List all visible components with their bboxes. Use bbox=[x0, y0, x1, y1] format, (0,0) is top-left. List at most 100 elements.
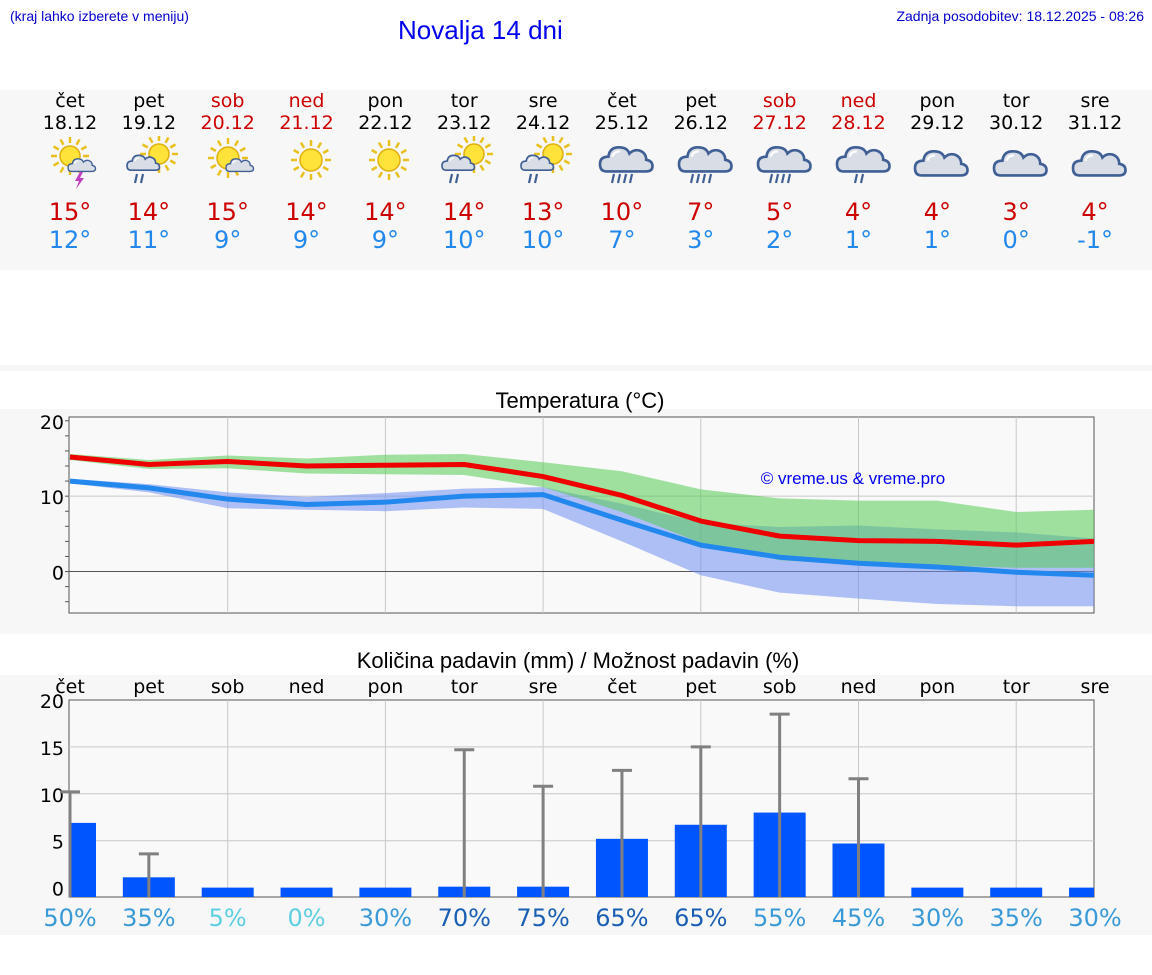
day-date: 23.12 bbox=[437, 112, 492, 134]
category-label: ned bbox=[289, 676, 325, 698]
precip-probability: 75% bbox=[516, 904, 569, 932]
precip-plot-area bbox=[68, 699, 1095, 898]
temp-min: 0° bbox=[1002, 226, 1030, 254]
watermark: © vreme.us & vreme.pro bbox=[761, 469, 945, 488]
y-tick-label: 10 bbox=[40, 487, 64, 509]
day-name: pet bbox=[133, 90, 165, 112]
category-label: pon bbox=[368, 676, 404, 698]
day-name: sob bbox=[210, 90, 245, 112]
y-tick-label: 10 bbox=[40, 785, 64, 807]
precip-bar bbox=[359, 887, 412, 897]
day-date: 21.12 bbox=[279, 112, 334, 134]
temp-min: 10° bbox=[521, 226, 565, 254]
day-date: 24.12 bbox=[515, 112, 571, 134]
temp-min: 9° bbox=[292, 226, 321, 254]
y-tick-label: 0 bbox=[52, 879, 64, 901]
y-tick-label: 15 bbox=[40, 738, 64, 760]
precip-bar bbox=[201, 887, 254, 897]
temp-max: 14° bbox=[442, 198, 486, 226]
day-date: 29.12 bbox=[910, 112, 965, 134]
day-name: ned bbox=[288, 90, 325, 112]
day-date: 22.12 bbox=[358, 112, 413, 134]
temp-min: 9° bbox=[371, 226, 400, 254]
precip-probability: 65% bbox=[595, 904, 648, 932]
category-label: čet bbox=[607, 676, 637, 698]
day-name: sob bbox=[762, 90, 797, 112]
category-label: sob bbox=[211, 676, 245, 698]
category-label: pon bbox=[919, 676, 955, 698]
precip-probability: 35% bbox=[122, 904, 175, 932]
day-date: 28.12 bbox=[831, 112, 886, 134]
precip-probability: 50% bbox=[43, 904, 96, 932]
precip-bar bbox=[911, 887, 964, 897]
max-temp-line bbox=[69, 454, 1095, 548]
day-date: 27.12 bbox=[752, 112, 807, 134]
day-name: tor bbox=[1002, 90, 1030, 112]
temp-max: 4° bbox=[923, 198, 951, 226]
temp-max: 4° bbox=[844, 198, 873, 226]
day-date: 25.12 bbox=[594, 112, 650, 134]
sun-icon bbox=[361, 136, 417, 192]
temp-max: 15° bbox=[48, 198, 92, 226]
day-name: pet bbox=[685, 90, 717, 112]
day-date: 19.12 bbox=[121, 112, 177, 134]
temp-min: 2° bbox=[766, 226, 794, 254]
sun-cloud-thunder-icon bbox=[46, 136, 102, 192]
day-name: tor bbox=[450, 90, 478, 112]
precip-bar bbox=[990, 887, 1043, 897]
sun-cloud-rain-icon bbox=[125, 135, 181, 192]
cloud-heavy-rain-icon bbox=[677, 136, 733, 192]
category-label: pet bbox=[685, 676, 716, 698]
temp-max: 5° bbox=[766, 198, 794, 226]
day-name: sre bbox=[528, 90, 558, 112]
precip-probability: 35% bbox=[990, 904, 1043, 932]
temp-min: 10° bbox=[442, 226, 486, 254]
category-label: sre bbox=[529, 676, 558, 698]
precip-probability: 0% bbox=[288, 904, 326, 932]
temp-max: 3° bbox=[1002, 198, 1030, 226]
category-label: sre bbox=[1081, 676, 1110, 698]
y-tick-label: 5 bbox=[52, 832, 64, 854]
temp-min: 1° bbox=[844, 226, 873, 254]
day-name: pon bbox=[367, 90, 404, 112]
day-name: sre bbox=[1080, 90, 1110, 112]
temp-max: 7° bbox=[687, 198, 715, 226]
category-label: pet bbox=[133, 676, 164, 698]
category-label: tor bbox=[451, 676, 478, 698]
temp-max: 13° bbox=[521, 198, 565, 226]
temp-max: 4° bbox=[1081, 198, 1109, 226]
y-tick-label: 20 bbox=[40, 691, 64, 713]
page-title: Novalja 14 dni bbox=[398, 15, 563, 45]
temp-min: 3° bbox=[687, 226, 715, 254]
temp-min: 12° bbox=[48, 226, 92, 254]
cloud-heavy-rain-icon bbox=[598, 136, 654, 192]
temp-max: 14° bbox=[127, 198, 171, 226]
day-date: 26.12 bbox=[673, 112, 728, 134]
day-name: čet bbox=[607, 90, 637, 112]
precip-title: Količina padavin (mm) / Možnost padavin … bbox=[357, 648, 800, 673]
min-temp-range bbox=[70, 478, 1094, 607]
temp-min: 7° bbox=[608, 226, 636, 254]
precip-probability: 30% bbox=[911, 904, 964, 932]
day-date: 18.12 bbox=[42, 112, 98, 134]
category-label: tor bbox=[1003, 676, 1030, 698]
cloud-icon bbox=[992, 136, 1048, 192]
separator bbox=[0, 365, 1152, 371]
sun-small-cloud-icon bbox=[204, 136, 260, 192]
precip-probability: 70% bbox=[438, 904, 491, 932]
cloud-rain-icon bbox=[835, 136, 891, 192]
precip-bar bbox=[1069, 887, 1094, 897]
precip-probability: 45% bbox=[832, 904, 885, 932]
last-update: Zadnja posodobitev: 18.12.2025 - 08:26 bbox=[896, 8, 1144, 24]
category-label: sob bbox=[763, 676, 797, 698]
day-name: ned bbox=[840, 90, 877, 112]
temperature-title: Temperatura (°C) bbox=[496, 388, 665, 413]
y-tick-label: 0 bbox=[52, 563, 64, 585]
sun-cloud-rain-icon bbox=[519, 135, 575, 192]
y-tick-label: 20 bbox=[40, 412, 64, 434]
cloud-icon bbox=[913, 136, 970, 192]
day-date: 30.12 bbox=[988, 112, 1044, 134]
precip-probability: 65% bbox=[674, 904, 727, 932]
temp-min: 9° bbox=[214, 226, 242, 254]
precip-probability: 5% bbox=[209, 904, 247, 932]
